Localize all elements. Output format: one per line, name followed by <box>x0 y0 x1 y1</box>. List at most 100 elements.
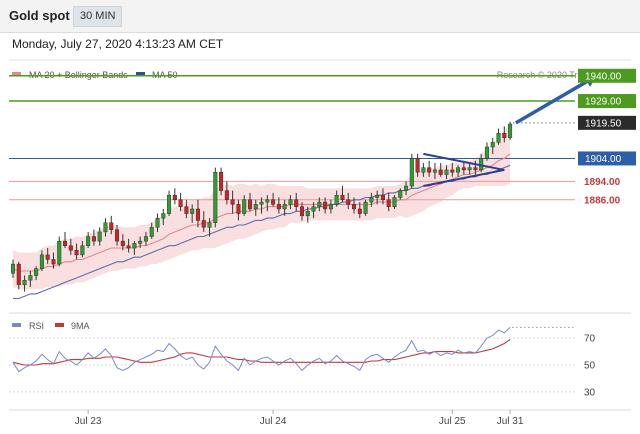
chart-header: Gold spot 30 MIN <box>0 0 640 33</box>
candle-body <box>28 275 33 281</box>
candle <box>74 243 79 260</box>
candle-body <box>86 236 91 246</box>
target-arrow-shaft <box>514 79 590 125</box>
candle <box>415 153 420 177</box>
candle <box>409 153 414 189</box>
candle-body <box>161 213 166 219</box>
candle <box>328 199 333 214</box>
candle <box>149 222 154 239</box>
candle <box>386 192 391 212</box>
candle-body <box>473 167 478 171</box>
candle <box>68 238 73 255</box>
candle <box>91 229 96 246</box>
candle <box>161 208 166 226</box>
candle <box>450 163 455 177</box>
candle-body <box>172 194 177 200</box>
candle <box>39 250 44 271</box>
candle <box>190 204 195 223</box>
candle <box>456 165 461 177</box>
candle-body <box>404 185 409 191</box>
legend-swatch-ma20 <box>12 72 21 76</box>
candle <box>392 195 397 209</box>
candle-body <box>444 169 449 175</box>
candle-body <box>34 268 39 276</box>
candle-body <box>126 245 131 249</box>
candle <box>294 192 299 212</box>
candle-body <box>294 199 299 207</box>
candle <box>300 202 305 221</box>
candle-body <box>467 167 472 171</box>
x-axis: Jul 23 Jul 24 Jul 25 Jul 31 <box>75 410 524 427</box>
candle <box>282 199 287 216</box>
candle <box>97 227 102 246</box>
candle <box>473 160 478 175</box>
candle <box>271 192 276 207</box>
candle <box>323 197 328 214</box>
candle <box>496 128 501 145</box>
candle <box>461 160 466 175</box>
last-price-tag <box>578 115 636 130</box>
candle <box>115 225 120 246</box>
candle <box>230 190 235 214</box>
candle-body <box>132 243 137 249</box>
candle-body <box>461 167 466 171</box>
candle <box>334 190 339 207</box>
candle <box>438 163 443 177</box>
candle <box>288 195 293 209</box>
level-tag-0 <box>578 68 636 83</box>
candle-body <box>271 199 276 205</box>
candle <box>28 270 33 288</box>
candle-body <box>490 142 495 148</box>
candle <box>16 261 21 290</box>
candle-body <box>138 240 143 244</box>
rsi-tick-label-2: 30 <box>584 387 596 398</box>
candle-body <box>398 190 403 198</box>
candle <box>380 188 385 205</box>
candle <box>45 248 50 265</box>
candle <box>219 167 224 196</box>
candle-body <box>219 172 224 191</box>
candle-body <box>415 158 420 173</box>
candle-body <box>352 204 357 210</box>
candle-body <box>149 227 154 237</box>
candle <box>490 137 495 154</box>
level-label-2: 1904.00 <box>585 154 622 165</box>
candle <box>427 160 432 177</box>
candle <box>259 197 264 214</box>
candle-body <box>63 240 68 246</box>
legend-swatch-rsi <box>12 323 21 327</box>
candle <box>195 199 200 228</box>
rsi-tick-label-0: 70 <box>584 334 596 345</box>
candle-body <box>242 199 247 214</box>
candle-body <box>450 169 455 173</box>
level-tag-2 <box>578 151 636 166</box>
candle <box>178 192 183 212</box>
candle <box>276 197 281 214</box>
candle-body <box>484 146 489 159</box>
candle-body <box>10 263 15 274</box>
candle <box>143 231 148 246</box>
level-label-4: 1886.00 <box>584 195 621 206</box>
candle <box>357 202 362 219</box>
candle <box>236 199 241 221</box>
candle-body <box>201 220 206 228</box>
candle <box>369 192 374 207</box>
candle-body <box>115 229 120 242</box>
date-stamp: Monday, July 27, 2020 4:13:23 AM CET <box>12 37 224 51</box>
source-credit: Research © 2020 Trading Central <box>497 70 631 80</box>
candle <box>51 252 56 269</box>
rsi-tick-label-1: 50 <box>584 361 596 372</box>
candle-body <box>288 199 293 205</box>
level-label-3: 1894.00 <box>584 177 621 188</box>
candle <box>57 236 62 267</box>
candle-body <box>456 167 461 173</box>
candle-body <box>502 132 507 138</box>
candle <box>340 186 345 203</box>
candle-body <box>363 201 368 214</box>
timeframe-button[interactable]: 30 MIN <box>73 6 123 27</box>
candle <box>421 163 426 177</box>
candle <box>311 202 316 219</box>
last-price-label: 1919.50 <box>585 118 622 129</box>
price-panel: 1940.00 1929.00 1904.00 1894.00 1886.00 1919.… <box>9 68 636 300</box>
